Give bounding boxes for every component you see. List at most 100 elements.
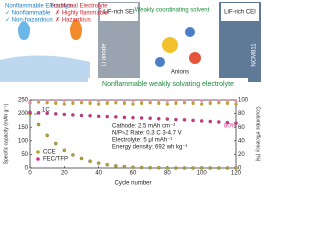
data-point [62,99,66,103]
data-point [199,166,204,170]
y-tick-label: 100 [18,138,29,144]
data-point [28,100,32,104]
y2-tick-label: 20 [238,152,245,158]
y2-tick-label: 0 [238,166,242,172]
data-point [208,101,212,105]
data-point [131,115,135,120]
data-point [174,166,178,170]
data-point [156,117,161,121]
data-point [139,165,144,170]
data-point [105,114,110,119]
y2-tick-label: 40 [238,138,245,144]
x-tick-label: 60 [130,171,137,177]
anion [185,27,195,37]
y-tick-label: 150 [18,125,29,131]
flame [70,19,82,40]
data-point [225,120,230,125]
cei-label: LiF-rich CEI [224,10,256,16]
liquid [0,55,90,82]
x-tick-label: 20 [61,171,68,177]
data-point [182,166,187,170]
data-point [157,99,161,103]
data-point [139,101,144,105]
good-title: Nonflammable Electrolyte [5,4,74,10]
data-point [71,153,75,157]
data-point [148,165,152,170]
data-point [165,166,170,170]
data-point [105,99,109,103]
y-tick-label: 200 [18,111,29,117]
annotation: Cathode: 2.5 mAh cm⁻² [112,124,175,130]
data-point [88,101,92,105]
data-point [122,101,127,105]
data-point [54,112,58,116]
annotation: 80% [224,124,237,130]
data-point [96,161,101,165]
y2-tick-label: 80 [238,111,245,117]
data-point [208,99,212,103]
y2-axis-title: Coulombic efficiency (%) [255,107,261,162]
data-point [165,117,170,121]
bad-item: ✗ Highly flammable [55,10,108,17]
x-tick-label: 100 [197,171,208,177]
annotation: 1C [42,108,50,114]
data-point [79,99,84,103]
solvent-molecule [162,37,178,53]
data-point [122,164,127,169]
data-point [174,117,178,122]
data-point [182,118,187,122]
x-tick-label: 80 [164,171,171,177]
data-point [71,113,75,117]
good-item: ✓ Nonflammable [5,11,51,17]
data-point [217,120,221,124]
cathode-label: NCM811 [252,43,258,67]
data-point [234,166,238,170]
data-point [234,99,238,103]
data-point [62,112,67,117]
data-point [165,99,169,103]
data-point [54,101,58,105]
cei-box [221,3,259,21]
legend-label: FEC/TFP [43,157,68,163]
data-point [79,156,84,161]
legend-marker [36,150,40,154]
data-point [114,164,118,168]
data-point [148,116,152,120]
data-point [200,99,204,103]
good-item: ✓ Non-hazardous [5,18,53,24]
data-point [97,102,101,106]
data-point [122,115,127,120]
sei-box [100,3,138,21]
anion [155,57,165,67]
data-point [139,116,144,120]
data-point [200,102,204,106]
data-point [71,99,75,103]
data-point [36,99,41,103]
data-point [139,99,144,103]
data-point [54,141,58,146]
annotation: N/P≈2 Rate: 0.3 C 3-4.7 V [112,131,182,137]
data-point [131,165,135,169]
data-point [174,101,178,105]
data-point [88,159,92,163]
data-point [88,114,92,118]
data-point [191,101,195,105]
data-point [234,121,238,125]
data-point [148,99,152,103]
x-tick-label: 120 [231,171,242,177]
data-point [28,110,32,114]
data-point [182,99,187,103]
data-point [122,99,127,103]
data-point [36,122,41,127]
data-point [157,101,161,105]
data-point [217,99,221,103]
data-point [105,101,109,105]
legend-marker [36,157,40,161]
data-point [45,99,49,103]
data-point [156,165,161,170]
data-point [71,101,75,105]
data-point [62,148,67,153]
y-tick-label: 50 [21,152,28,158]
bad-title: Traditional Electrolyte [50,4,108,10]
data-point [97,99,101,103]
